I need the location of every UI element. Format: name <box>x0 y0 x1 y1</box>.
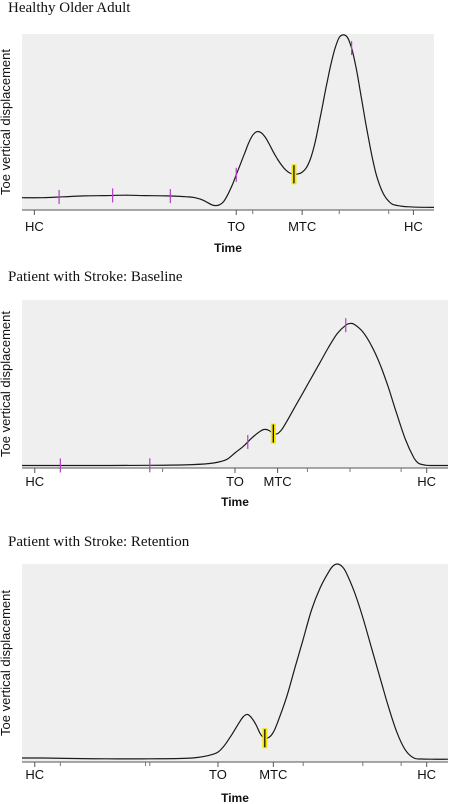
plot-area <box>22 564 448 762</box>
x-tick-label: MTC <box>264 474 292 489</box>
x-tick-label: HC <box>417 474 436 489</box>
y-axis-label: Toe vertical displacement <box>0 311 13 457</box>
chart-panel: Toe vertical displacement HC TO MTC HC Time <box>0 300 448 509</box>
x-tick-label: TO <box>226 474 244 489</box>
chart-title: Patient with Stroke: Retention <box>8 534 190 550</box>
chart-panel: Toe vertical displacement HC TO MTC HC Time <box>0 563 449 804</box>
x-axis-label: Time <box>221 495 249 509</box>
chart-title: Patient with Stroke: Baseline <box>8 269 183 285</box>
y-axis-label: Toe vertical displacement <box>0 590 13 736</box>
x-tick-label: HC <box>25 767 44 782</box>
series-line <box>21 563 449 760</box>
y-axis-label: Toe vertical displacement <box>0 49 13 195</box>
x-tick-label: TO <box>227 219 245 234</box>
chart-panel: Toe vertical displacement HC TO MTC HC Time <box>0 34 435 255</box>
x-tick-label: TO <box>209 767 227 782</box>
x-tick-label: HC <box>25 474 44 489</box>
x-tick-label: MTC <box>288 219 316 234</box>
x-axis-label: Time <box>214 241 242 255</box>
x-axis-label: Time <box>221 791 249 804</box>
series-line <box>21 322 448 467</box>
chart-title: Healthy Older Adult <box>8 0 131 16</box>
plot-area <box>22 300 448 468</box>
x-tick-label: HC <box>417 767 436 782</box>
series-line <box>21 34 435 208</box>
plot-area <box>22 34 434 210</box>
x-tick-label: HC <box>25 219 44 234</box>
x-tick-label: MTC <box>259 767 287 782</box>
x-tick-label: HC <box>404 219 423 234</box>
